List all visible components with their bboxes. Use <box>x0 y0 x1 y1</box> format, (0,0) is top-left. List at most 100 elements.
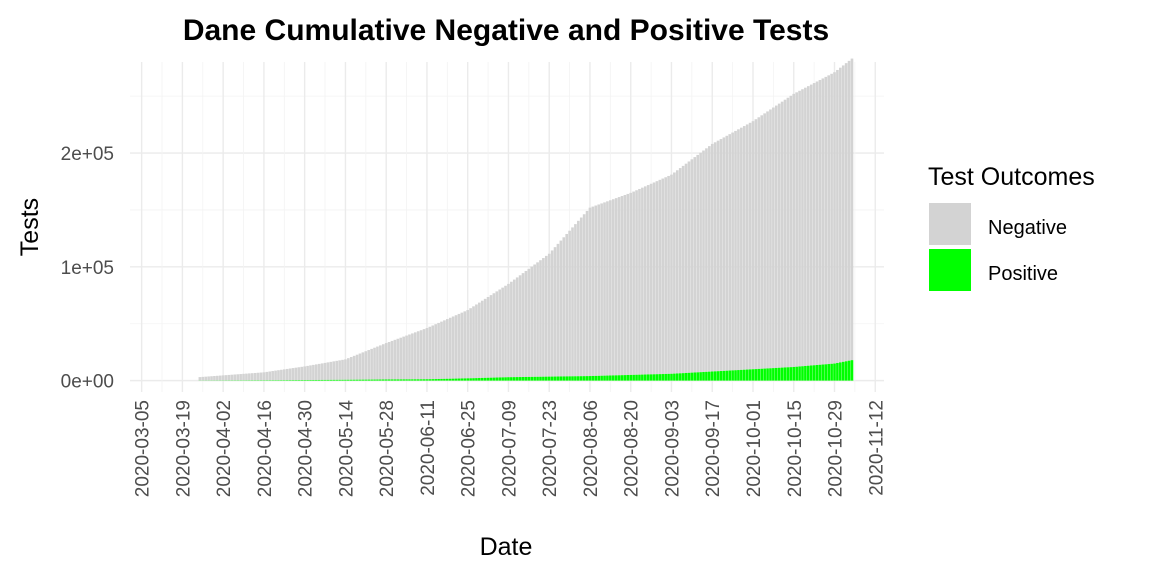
legend-label-positive: Positive <box>988 263 1058 285</box>
bar-negative <box>335 360 339 380</box>
bar-negative <box>294 367 298 381</box>
bar-negative <box>641 187 644 375</box>
bar-negative <box>769 109 772 369</box>
bar-negative <box>207 376 210 381</box>
bar-positive <box>562 376 566 381</box>
bar-negative <box>227 374 231 381</box>
bar-positive <box>623 375 627 381</box>
x-tick-label: 2020-06-11 <box>418 400 439 496</box>
bar-negative <box>422 329 426 380</box>
bar-negative <box>626 193 630 376</box>
y-axis: 0e+00 1e+05 2e+05 <box>61 144 114 393</box>
bar-positive <box>425 379 429 381</box>
bar-positive <box>349 379 353 381</box>
bar-negative <box>216 375 219 381</box>
bar-negative <box>847 60 851 361</box>
bar-negative <box>614 198 618 376</box>
bar-negative <box>690 159 694 373</box>
bar-negative <box>457 313 461 379</box>
bar-positive <box>553 376 557 381</box>
x-tick-label: 2020-10-15 <box>785 400 806 497</box>
bar-positive <box>646 374 650 381</box>
bar-negative <box>408 334 411 380</box>
bar-positive <box>518 377 522 381</box>
bar-negative <box>760 115 764 369</box>
bar-positive <box>658 374 662 381</box>
bar-negative <box>603 202 606 376</box>
bar-negative <box>507 283 510 378</box>
y-tick-label: 2e+05 <box>61 144 114 165</box>
bar-positive <box>818 364 822 381</box>
bar-negative <box>440 321 443 379</box>
x-tick-label: 2020-03-19 <box>173 400 194 497</box>
bar-positive <box>705 371 708 381</box>
bar-negative <box>824 76 828 365</box>
bar-positive <box>687 372 691 381</box>
bar-negative <box>652 182 656 375</box>
bar-negative <box>664 177 667 374</box>
bar-negative <box>804 87 807 366</box>
bar-positive <box>710 371 714 381</box>
bar-negative <box>288 368 292 381</box>
bar-positive <box>774 367 778 381</box>
bar-positive <box>352 379 356 381</box>
bar-positive <box>675 373 679 381</box>
legend-label-negative: Negative <box>988 217 1067 239</box>
bar-negative <box>443 320 446 379</box>
x-tick-label: 2020-05-28 <box>377 400 398 497</box>
bar-negative <box>512 279 516 378</box>
bar-positive <box>830 363 833 381</box>
bar-positive <box>498 377 502 381</box>
bar-positive <box>405 379 408 381</box>
bar-positive <box>614 375 618 381</box>
bar-negative <box>268 371 272 381</box>
bar-positive <box>347 379 350 381</box>
bar-positive <box>303 380 306 381</box>
bar-negative <box>454 315 458 379</box>
bar-negative <box>693 157 697 373</box>
bar-negative <box>515 277 519 378</box>
bar-positive <box>582 376 586 381</box>
bar-negative <box>632 191 635 375</box>
bar-positive <box>454 378 458 381</box>
bar-negative <box>818 79 822 365</box>
bar-negative <box>841 65 845 362</box>
bar-negative <box>198 377 202 381</box>
bar-positive <box>524 376 528 381</box>
bar-negative <box>673 172 676 374</box>
bar-negative <box>265 371 269 381</box>
bar-positive <box>777 367 781 381</box>
bar-negative <box>309 365 312 381</box>
bar-negative <box>719 139 723 372</box>
bar-positive <box>344 379 347 381</box>
bar-positive <box>719 371 723 381</box>
bar-negative <box>731 132 734 371</box>
bar-positive <box>731 370 734 381</box>
bar-positive <box>713 371 717 381</box>
bar-negative <box>285 368 289 381</box>
bar-positive <box>772 368 775 381</box>
bar-positive <box>480 377 484 381</box>
x-tick-label: 2020-07-09 <box>499 400 520 497</box>
bar-positive <box>827 364 830 381</box>
bar-positive <box>841 361 845 381</box>
bar-negative <box>530 266 534 377</box>
bar-positive <box>699 372 702 381</box>
legend-swatch-negative <box>929 203 971 245</box>
bar-negative <box>806 86 810 366</box>
bar-negative <box>801 89 804 367</box>
bar-positive <box>539 376 542 381</box>
bar-positive <box>512 377 516 381</box>
bar-positive <box>434 379 437 381</box>
bar-negative <box>472 306 475 379</box>
bar-positive <box>419 379 423 381</box>
bar-positive <box>789 367 793 381</box>
bar-positive <box>437 378 440 381</box>
bar-positive <box>323 379 327 381</box>
bar-negative <box>774 105 778 368</box>
bar-negative <box>708 146 711 372</box>
bar-negative <box>312 364 315 381</box>
bar-negative <box>300 366 304 381</box>
bar-negative <box>740 127 743 370</box>
bar-negative <box>501 287 504 378</box>
